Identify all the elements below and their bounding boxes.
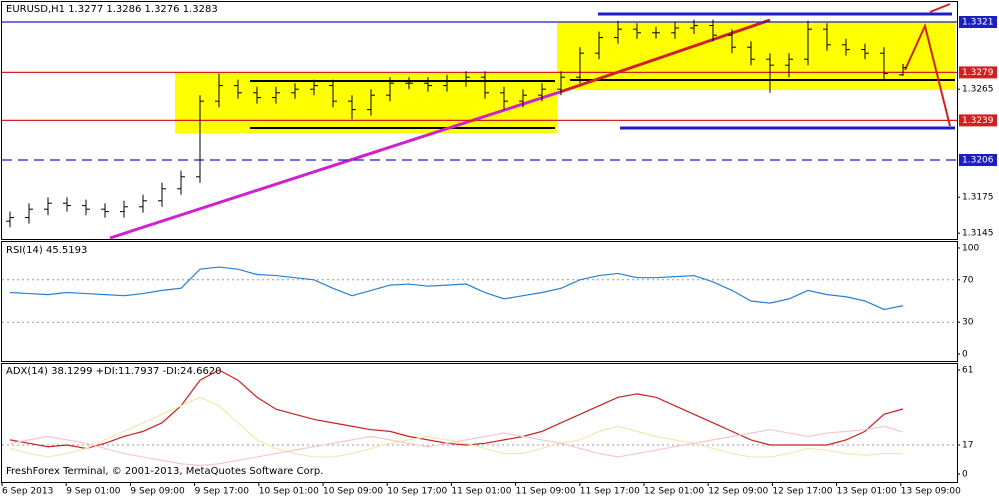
range-box [557,22,955,90]
indicator-line [9,266,904,311]
level-label-box [959,16,997,28]
x-tick-label: 11 Sep 09:00 [516,487,576,497]
footer: FreshForex Terminal, © 2001-2013, MetaQu… [6,466,323,477]
price-frame [1,1,958,240]
rsi-frame [1,241,958,362]
x-tick-label: 6 Sep 2013 [2,487,53,497]
level-label-box [959,114,997,127]
level-label: 1.3321 [962,18,994,28]
y-tick-label: 1.3145 [962,229,994,239]
y-tick-label: 0 [962,350,968,360]
rsi-title: RSI(14) 45.5193 [6,245,87,256]
y-tick-label: 70 [962,275,974,285]
x-tick-label: 12 Sep 09:00 [708,487,768,497]
trend-line [559,18,771,94]
adx-title: ADX(14) 38.1299 +DI:11.7937 -DI:24.6620 [6,366,222,377]
y-tick-label: 61 [962,366,973,376]
y-tick-label: 1.3265 [962,85,994,95]
x-tick-label: 9 Sep 09:00 [130,487,185,497]
x-tick-label: 11 Sep 01:00 [451,487,511,497]
level-label: 1.3206 [962,156,994,166]
x-tick-label: 12 Sep 17:00 [772,487,832,497]
x-tick-label: 9 Sep 17:00 [195,487,250,497]
level-label-box [959,154,997,166]
y-tick-label: 100 [962,244,979,254]
trend-line [109,90,561,240]
x-tick-label: 13 Sep 01:00 [837,487,897,497]
indicator-line [9,425,904,467]
forecast-arrow [929,3,951,13]
y-tick-label: 0 [962,470,968,480]
level-label: 1.3279 [962,68,994,78]
range-box [175,73,557,133]
indicator-line [9,369,904,450]
level-label-box [959,66,997,79]
price-title: EURUSD,H1 1.3277 1.3286 1.3276 1.3283 [6,4,218,15]
level-label: 1.3239 [962,116,994,126]
x-tick-label: 10 Sep 17:00 [387,487,447,497]
x-tick-label: 10 Sep 01:00 [259,487,319,497]
forecast-arrow [904,22,951,127]
x-tick-label: 11 Sep 17:00 [580,487,640,497]
y-tick-label: 17 [962,441,973,451]
x-tick-label: 9 Sep 01:00 [66,487,121,497]
x-tick-label: 13 Sep 09:00 [901,487,961,497]
x-tick-label: 10 Sep 09:00 [323,487,383,497]
adx-frame [1,363,958,483]
x-tick-label: 12 Sep 01:00 [644,487,704,497]
y-tick-label: 1.3175 [962,193,994,203]
y-tick-label: 30 [962,318,974,328]
